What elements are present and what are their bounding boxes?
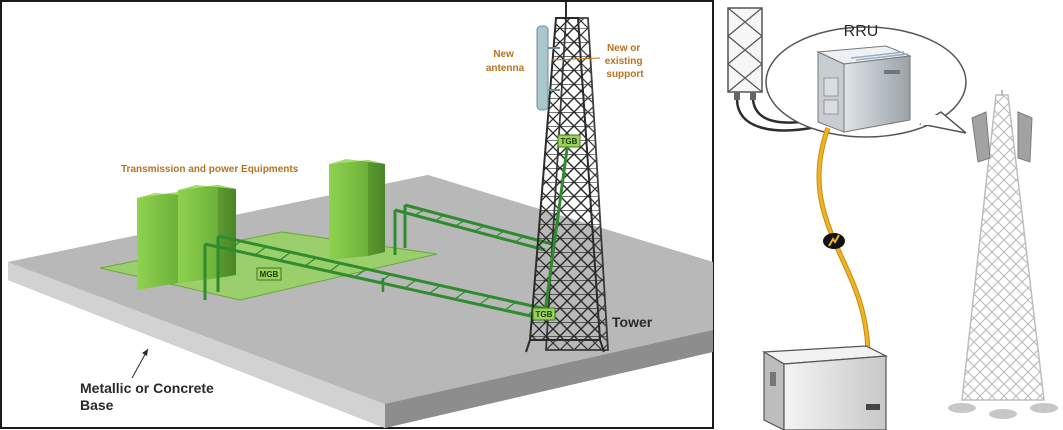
panel-antenna bbox=[727, 7, 763, 100]
rru-unit bbox=[816, 45, 912, 133]
rru-callout-tail-mask bbox=[921, 115, 943, 125]
grounding-diagram-panel: New antenna New or existing support Tran… bbox=[0, 0, 714, 429]
svg-text:TGB: TGB bbox=[561, 137, 578, 146]
equipment-cabinet-2 bbox=[178, 185, 236, 283]
label-base: Metallic or Concrete Base bbox=[80, 380, 218, 413]
rru-diagram: RRU bbox=[727, 7, 1058, 430]
svg-text:MGB: MGB bbox=[260, 270, 279, 279]
tgb-top-tag: TGB bbox=[557, 134, 581, 148]
base-leader-arrow bbox=[142, 349, 148, 356]
antenna bbox=[536, 25, 560, 111]
label-rru: RRU bbox=[844, 23, 879, 40]
lattice-tower bbox=[525, 2, 609, 353]
cable-ladder-lower bbox=[203, 234, 547, 320]
baseband-cabinet bbox=[762, 345, 889, 430]
label-tower: Tower bbox=[612, 314, 653, 330]
support-leader-line bbox=[551, 57, 601, 61]
label-transmission-equipment: Transmission and power Equipments bbox=[121, 164, 299, 175]
tower-ground-conductor bbox=[543, 141, 570, 313]
tgb-bottom-tag: TGB bbox=[532, 307, 556, 321]
rru-diagram-panel: RRU bbox=[716, 0, 1063, 430]
label-new-antenna: New antenna bbox=[486, 49, 525, 74]
label-new-or-existing-support: New or existing support bbox=[605, 43, 646, 80]
svg-text:TGB: TGB bbox=[536, 310, 553, 319]
cable-ladder-upper bbox=[393, 203, 553, 255]
grounding-diagram: New antenna New or existing support Tran… bbox=[0, 0, 714, 429]
jumper-cable-1 bbox=[735, 99, 817, 132]
background-tower bbox=[948, 90, 1058, 419]
mgb-tag: MGB bbox=[256, 267, 282, 281]
surge-protection-icon bbox=[823, 233, 845, 249]
equipment-cabinet-3 bbox=[329, 159, 385, 260]
